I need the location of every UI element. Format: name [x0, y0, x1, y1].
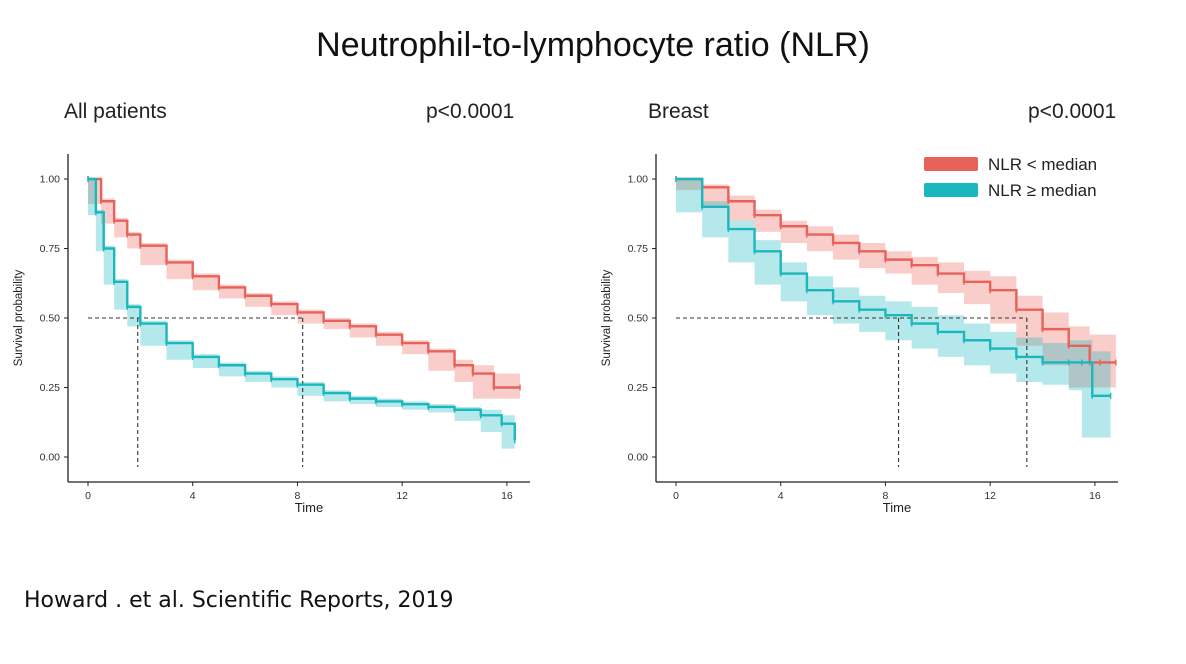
y-tick-label: 1.00	[40, 174, 61, 186]
x-tick-label: 4	[778, 490, 784, 502]
x-tick-label: 0	[85, 490, 91, 502]
legend-label-low: NLR < median	[988, 155, 1097, 174]
y-tick-label: 0.25	[40, 382, 61, 394]
y-tick-label: 0.50	[628, 313, 649, 325]
survival-curve-low	[676, 177, 1116, 364]
x-tick-label: 12	[984, 490, 996, 502]
y-tick-label: 1.00	[628, 174, 649, 186]
pvalue-breast: p<0.0001	[1028, 100, 1117, 123]
y-tick-label: 0.75	[40, 243, 61, 255]
x-tick-label: 12	[396, 490, 408, 502]
confidence-band-high	[676, 179, 1111, 438]
pvalue-all-patients: p<0.0001	[426, 100, 515, 123]
x-tick-label: 8	[883, 490, 889, 502]
panel-title-all-patients: All patients	[64, 100, 167, 123]
legend-swatch-low	[924, 157, 978, 171]
x-axis-label: Time	[883, 500, 911, 515]
confidence-band-low	[676, 179, 1116, 388]
panel-title-breast: Breast	[648, 100, 709, 123]
y-tick-label: 0.50	[40, 313, 61, 325]
x-axis-label: Time	[295, 500, 323, 515]
x-tick-label: 8	[295, 490, 301, 502]
y-tick-label: 0.00	[628, 452, 649, 464]
y-axis-label: Survival probability	[601, 269, 613, 366]
y-tick-label: 0.25	[628, 382, 649, 394]
y-tick-label: 0.75	[628, 243, 649, 255]
citation: Howard . et al. Scientific Reports, 2019	[24, 588, 454, 613]
legend-swatch-high	[924, 183, 978, 197]
main-title: Neutrophil-to-lymphocyte ratio (NLR)	[316, 26, 870, 64]
survival-curve-low	[88, 177, 520, 389]
km-chart-breast: 0.00 0.25 0.50 0.75 1.00 0 4 8 12 16 Time Survival …	[601, 154, 1118, 515]
x-tick-label: 16	[1089, 490, 1101, 502]
km-chart-all-patients: 0.00 0.25 0.50 0.75 1.00 0 4 8 12 16 Time Survival …	[13, 154, 530, 515]
y-axis-label: Survival probability	[13, 269, 25, 366]
x-tick-label: 16	[501, 490, 513, 502]
x-tick-label: 0	[673, 490, 679, 502]
confidence-band-high	[88, 179, 515, 449]
y-tick-label: 0.00	[40, 452, 61, 464]
x-tick-label: 4	[190, 490, 196, 502]
legend-label-high: NLR ≥ median	[988, 181, 1097, 200]
